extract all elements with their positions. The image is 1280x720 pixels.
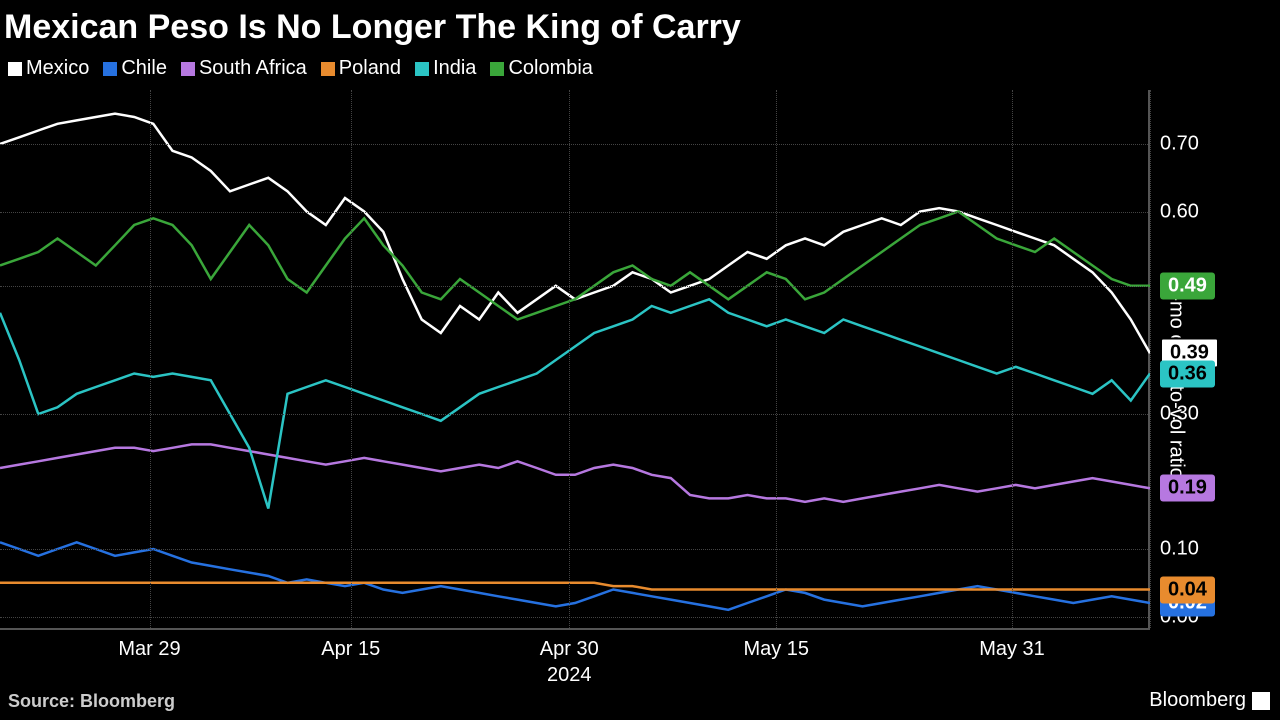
- gridline-vertical: [776, 90, 777, 628]
- legend-swatch: [103, 62, 117, 76]
- gridline-vertical: [1012, 90, 1013, 628]
- xtick-label: Mar 29: [118, 638, 180, 661]
- gridline-vertical: [569, 90, 570, 628]
- ytick-label: 0.10: [1160, 538, 1199, 561]
- series-line-south-africa: [0, 444, 1150, 501]
- gridline-vertical: [1150, 90, 1151, 628]
- legend-label: South Africa: [199, 57, 307, 80]
- xtick-label: Apr 30: [540, 638, 599, 661]
- legend-item: Chile: [103, 57, 167, 80]
- gridline-horizontal: [0, 144, 1148, 145]
- end-value-badge: 0.49: [1160, 272, 1215, 299]
- ytick-label: 0.70: [1160, 133, 1199, 156]
- legend-swatch: [8, 62, 22, 76]
- series-line-india: [0, 299, 1150, 508]
- xtick-label: Apr 15: [321, 638, 380, 661]
- brand-icon: [1252, 692, 1270, 710]
- legend-item: South Africa: [181, 57, 307, 80]
- plot-area: [0, 90, 1150, 630]
- xtick-year: 2024: [547, 664, 592, 687]
- chart-legend: Mexico Chile South Africa Poland India Colomb…: [0, 51, 1280, 86]
- legend-swatch: [490, 62, 504, 76]
- ytick-label: 0.60: [1160, 200, 1199, 223]
- legend-item: India: [415, 57, 476, 80]
- gridline-horizontal: [0, 414, 1148, 415]
- legend-item: Poland: [321, 57, 401, 80]
- legend-swatch: [321, 62, 335, 76]
- gridline-vertical: [150, 90, 151, 628]
- series-line-colombia: [0, 212, 1150, 320]
- chart-title: Mexican Peso Is No Longer The King of Ca…: [0, 0, 1280, 51]
- series-line-chile: [0, 542, 1150, 610]
- gridline-horizontal: [0, 617, 1148, 618]
- legend-label: India: [433, 57, 476, 80]
- chart-area: 1-mo carry-to-vol ratio 0.000.100.300.49…: [0, 90, 1280, 672]
- legend-label: Colombia: [508, 57, 592, 80]
- legend-swatch: [415, 62, 429, 76]
- end-value-badge: 0.04: [1160, 576, 1215, 603]
- gridline-horizontal: [0, 286, 1148, 287]
- end-value-badge: 0.19: [1160, 475, 1215, 502]
- gridline-vertical: [351, 90, 352, 628]
- series-line-mexico: [0, 114, 1150, 354]
- gridline-horizontal: [0, 212, 1148, 213]
- legend-label: Chile: [121, 57, 167, 80]
- brand-text: Bloomberg: [1149, 689, 1246, 712]
- legend-item: Mexico: [8, 57, 89, 80]
- brand-label: Bloomberg: [1149, 689, 1270, 712]
- gridline-horizontal: [0, 549, 1148, 550]
- legend-item: Colombia: [490, 57, 592, 80]
- xtick-label: May 15: [743, 638, 809, 661]
- ytick-label: 0.30: [1160, 403, 1199, 426]
- xtick-label: May 31: [979, 638, 1045, 661]
- legend-label: Mexico: [26, 57, 89, 80]
- source-attribution: Source: Bloomberg: [8, 691, 175, 712]
- end-value-badge: 0.36: [1160, 360, 1215, 387]
- legend-label: Poland: [339, 57, 401, 80]
- legend-swatch: [181, 62, 195, 76]
